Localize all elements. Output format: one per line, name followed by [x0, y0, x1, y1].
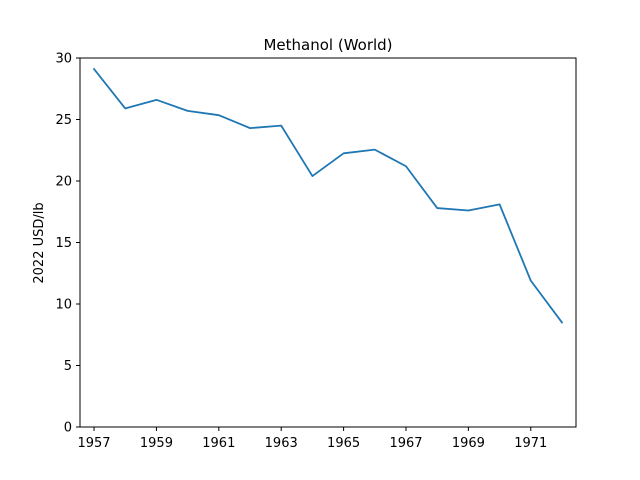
x-tick-label: 1967 [389, 436, 422, 451]
y-axis-ticks: 0 5 10 15 20 25 30 [55, 52, 80, 436]
x-tick-label: 1969 [452, 436, 485, 451]
plot-area-frame [79, 57, 577, 428]
x-tick-label: 1961 [202, 436, 235, 451]
x-tick-label: 1957 [77, 436, 110, 451]
y-tick-label: 15 [55, 236, 72, 251]
x-tick-label: 1965 [327, 436, 360, 451]
y-tick-label: 0 [64, 421, 72, 436]
series-line [92, 67, 564, 324]
x-tick-label: 1963 [265, 436, 298, 451]
chart-title: Methanol (World) [263, 36, 392, 54]
y-tick-label: 30 [55, 52, 72, 67]
y-axis-label: 2022 USD/lb [32, 202, 47, 283]
x-axis-ticks: 1957 1959 1961 1963 1965 1967 1969 1971 [77, 427, 547, 451]
y-tick-label: 25 [55, 113, 72, 128]
series-layer [92, 67, 564, 324]
y-tick-label: 20 [55, 175, 72, 190]
x-tick-label: 1959 [140, 436, 173, 451]
x-tick-label: 1971 [514, 436, 547, 451]
y-tick-label: 5 [64, 359, 72, 374]
y-tick-label: 10 [55, 298, 72, 313]
